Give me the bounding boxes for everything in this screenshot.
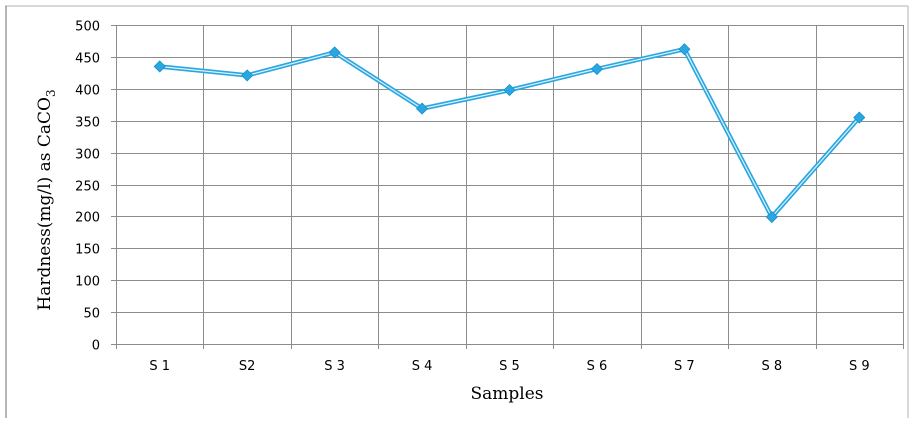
y-tick-labels: 0 50 100 150 200 250 300 350 400 450 500 xyxy=(75,20,100,354)
series-line-outer xyxy=(159,46,861,221)
data-point-6 xyxy=(590,62,604,76)
y-tick-label-200: 200 xyxy=(75,211,100,226)
y-axis-title-main: Hardness(mg/l) as CaCO xyxy=(35,97,55,311)
x-tick-label-6: S 6 xyxy=(587,359,608,374)
y-tick-label-400: 400 xyxy=(75,84,100,99)
y-tick-label-50: 50 xyxy=(83,307,100,322)
x-tick-label-1: S 1 xyxy=(149,359,170,374)
series-layer xyxy=(153,43,866,224)
data-point-1 xyxy=(153,60,166,73)
y-tick-label-250: 250 xyxy=(75,180,100,195)
data-point-9 xyxy=(853,111,866,124)
y-tick-label-100: 100 xyxy=(75,275,100,290)
y-tick-label-150: 150 xyxy=(75,243,100,258)
x-axis-title: Samples xyxy=(470,384,543,404)
x-tick-label-9: S 9 xyxy=(849,359,870,374)
data-point-3 xyxy=(328,46,341,59)
y-axis-title: Hardness(mg/l) as CaCO3 xyxy=(35,89,58,310)
x-tick-label-4: S 4 xyxy=(412,359,433,374)
x-tick-label-2: S2 xyxy=(239,359,256,374)
y-tick-label-500: 500 xyxy=(75,20,100,35)
x-tick-labels: S 1 S2 S 3 S 4 S 5 S 6 S 7 S 8 S 9 xyxy=(149,359,869,374)
x-tick-label-5: S 5 xyxy=(499,359,520,374)
y-axis-title-subscript: 3 xyxy=(44,89,58,97)
x-tick-label-8: S 8 xyxy=(762,359,783,374)
data-point-4 xyxy=(415,102,429,115)
series-line-inner xyxy=(159,48,860,219)
y-tick-label-450: 450 xyxy=(75,52,100,67)
data-point-7 xyxy=(678,43,691,56)
x-tick-label-3: S 3 xyxy=(324,359,345,374)
y-tick-label-0: 0 xyxy=(92,339,100,354)
y-tick-label-300: 300 xyxy=(75,148,100,163)
grid-lines xyxy=(111,25,904,349)
data-point-2 xyxy=(241,69,254,82)
x-tick-label-7: S 7 xyxy=(674,359,695,374)
y-tick-label-350: 350 xyxy=(75,116,100,131)
data-point-5 xyxy=(503,84,516,97)
data-point-8 xyxy=(765,210,778,224)
